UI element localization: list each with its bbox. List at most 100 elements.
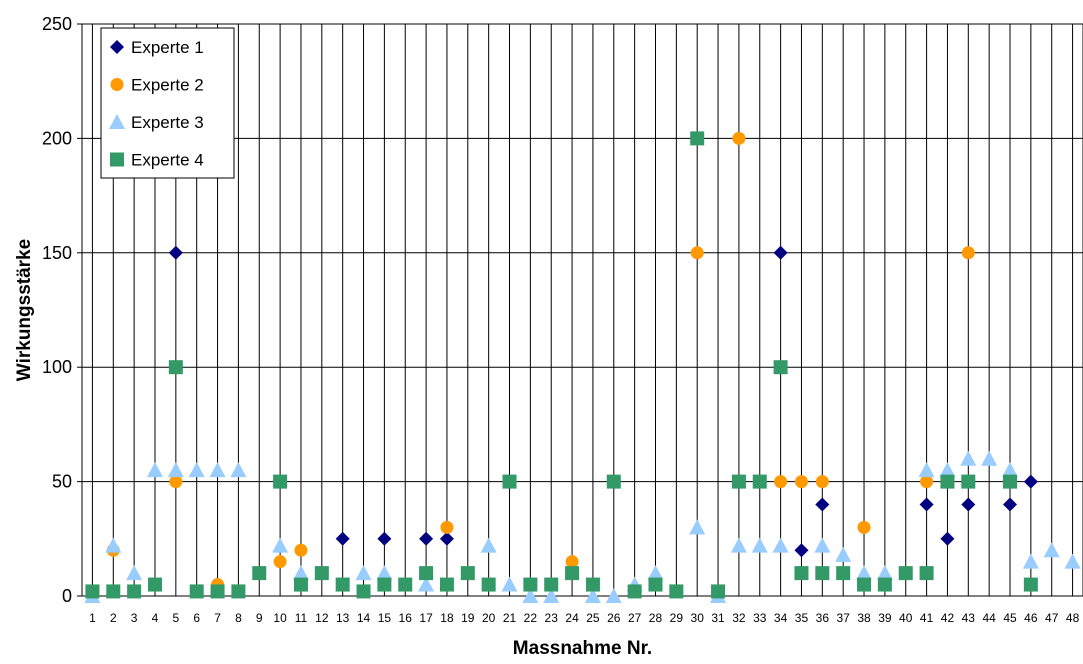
x-tick-label: 43 — [962, 611, 976, 625]
x-tick-label: 32 — [732, 611, 746, 625]
data-point — [939, 462, 956, 478]
x-tick-label: 44 — [982, 611, 996, 625]
data-point — [961, 497, 976, 512]
data-point — [418, 576, 435, 592]
data-point — [815, 497, 830, 512]
data-point — [605, 588, 622, 603]
legend-marker — [110, 40, 124, 54]
x-tick-label: 47 — [1045, 611, 1059, 625]
data-point — [502, 474, 517, 489]
data-point — [419, 531, 434, 546]
data-point — [167, 462, 184, 478]
data-point — [314, 566, 329, 581]
x-tick-label: 36 — [816, 611, 830, 625]
x-tick-label: 46 — [1024, 611, 1038, 625]
data-point — [273, 474, 288, 489]
x-tick-label: 38 — [857, 611, 871, 625]
x-tick-label: 19 — [461, 611, 475, 625]
data-point — [857, 577, 872, 592]
data-point — [1003, 497, 1018, 512]
x-tick-label: 37 — [836, 611, 850, 625]
data-point — [920, 475, 934, 489]
x-tick-label: 20 — [482, 611, 496, 625]
data-point — [460, 566, 475, 581]
x-tick-label: 45 — [1003, 611, 1017, 625]
series-1 — [168, 245, 1038, 558]
data-point — [419, 566, 434, 581]
data-point — [147, 577, 162, 592]
data-point — [544, 577, 559, 592]
data-point — [773, 245, 788, 260]
data-point — [773, 360, 788, 375]
x-tick-label: 7 — [214, 611, 221, 625]
data-point — [606, 474, 621, 489]
data-point — [690, 131, 705, 146]
data-point — [940, 531, 955, 546]
data-point — [919, 497, 934, 512]
data-point — [961, 474, 976, 489]
data-point — [794, 566, 809, 581]
data-points — [84, 131, 1081, 603]
series-3 — [84, 450, 1081, 603]
series-2 — [106, 131, 975, 592]
x-tick-label: 14 — [357, 611, 371, 625]
legend: Experte 1 Experte 2 Experte 3 Experte 4 — [100, 27, 235, 179]
data-point — [711, 584, 726, 599]
data-point — [376, 565, 393, 581]
x-axis-title: Massnahme Nr. — [513, 638, 652, 659]
data-point — [523, 577, 538, 592]
x-tick-label: 28 — [649, 611, 663, 625]
data-point — [355, 565, 372, 581]
data-point — [730, 537, 747, 553]
x-tick-label: 13 — [336, 611, 350, 625]
data-point — [1022, 553, 1039, 569]
x-tick-label: 33 — [753, 611, 767, 625]
x-tick-label: 4 — [152, 611, 159, 625]
y-tick-label: 50 — [52, 472, 72, 492]
data-point — [835, 546, 852, 562]
x-tick-label: 22 — [524, 611, 538, 625]
data-point — [252, 566, 267, 581]
x-tick-label: 6 — [193, 611, 200, 625]
y-tick-label: 100 — [42, 357, 72, 377]
data-point — [584, 588, 601, 603]
data-point — [585, 577, 600, 592]
data-point — [690, 246, 704, 260]
data-point — [168, 245, 183, 260]
data-point — [85, 584, 100, 599]
x-tick-label: 35 — [795, 611, 809, 625]
data-point — [752, 474, 767, 489]
data-point — [960, 450, 977, 466]
data-point — [168, 360, 183, 375]
data-point — [669, 584, 684, 599]
data-point — [398, 577, 413, 592]
data-point — [522, 588, 539, 603]
x-tick-label: 42 — [941, 611, 955, 625]
x-tick-label: 40 — [899, 611, 913, 625]
data-point — [648, 577, 663, 592]
x-tick-label: 34 — [774, 611, 788, 625]
x-tick-label: 27 — [628, 611, 642, 625]
data-point — [356, 584, 371, 599]
data-point — [189, 584, 204, 599]
data-point — [732, 131, 746, 145]
data-point — [292, 565, 309, 581]
data-point — [772, 537, 789, 553]
data-point — [293, 577, 308, 592]
data-point — [188, 462, 205, 478]
data-point — [876, 565, 893, 581]
data-point — [543, 588, 560, 603]
data-point — [146, 462, 163, 478]
data-point — [439, 577, 454, 592]
data-point — [857, 520, 871, 534]
data-point — [1043, 542, 1060, 558]
data-point — [231, 584, 246, 599]
y-tick-label: 200 — [42, 128, 72, 148]
data-point — [1064, 553, 1081, 569]
x-tick-label: 3 — [131, 611, 138, 625]
data-point — [1023, 474, 1038, 489]
data-point — [565, 566, 580, 581]
y-tick-label: 150 — [42, 243, 72, 263]
data-point — [836, 566, 851, 581]
legend-label: Experte 2 — [131, 76, 204, 95]
